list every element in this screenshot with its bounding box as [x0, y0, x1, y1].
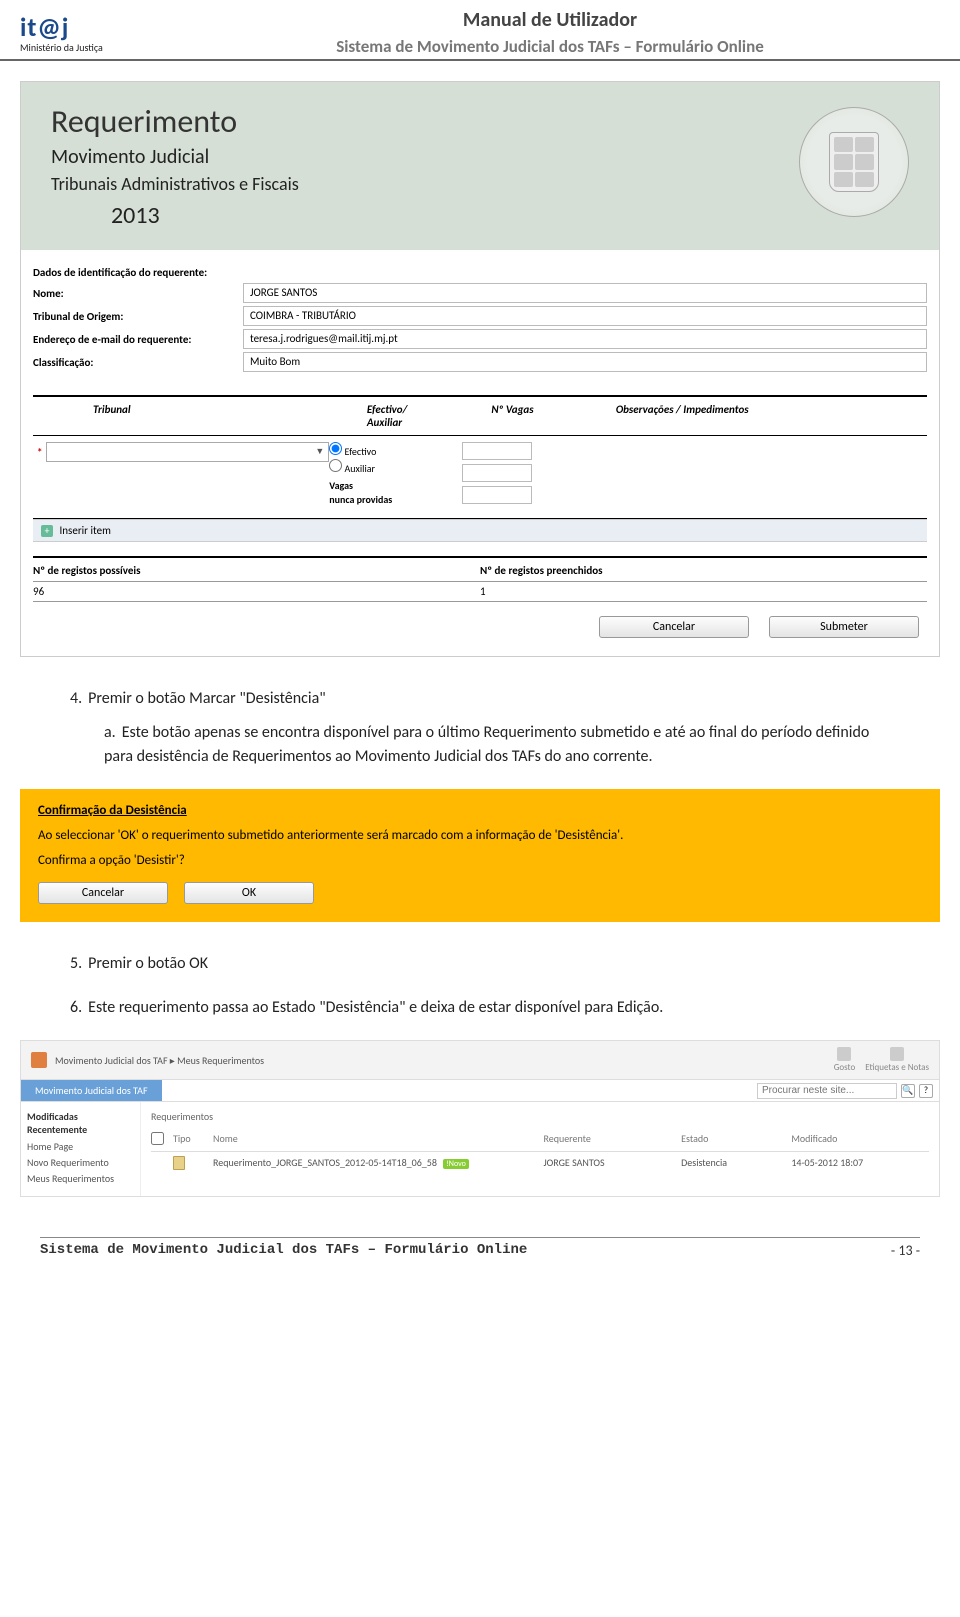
logo-text: it@j — [20, 11, 160, 43]
manual-title: Manual de Utilizador — [160, 8, 940, 32]
tab-movimento[interactable]: Movimento Judicial dos TAF — [21, 1080, 162, 1101]
col-requerente: Requerente — [543, 1132, 681, 1148]
registos-possiveis-label: Nº de registos possíveis — [33, 564, 480, 577]
vagas-nunca-providas-label: Vagasnunca providas — [329, 479, 462, 507]
required-icon: * — [37, 446, 42, 459]
identification-section: Dados de identificação do requerente: No… — [21, 250, 939, 385]
item-requerente: JORGE SANTOS — [543, 1156, 681, 1173]
email-input[interactable]: teresa.j.rodrigues@mail.itij.mj.pt — [243, 329, 927, 349]
seal-icon — [799, 107, 909, 217]
identification-heading: Dados de identificação do requerente: — [33, 266, 927, 279]
sidebar-heading: Modificadas Recentemente — [27, 1110, 134, 1136]
etiquetas-button[interactable]: Etiquetas e Notas — [865, 1047, 929, 1073]
form-year: 2013 — [111, 201, 909, 230]
list-item[interactable]: Requerimento_JORGE_SANTOS_2012-05-14T18_… — [151, 1152, 929, 1177]
counts-section: Nº de registos possíveis 96 Nº de regist… — [33, 556, 927, 602]
nome-label: Nome: — [33, 287, 243, 300]
page-footer: Sistema de Movimento Judicial dos TAFs –… — [40, 1237, 920, 1259]
col-estado: Estado — [681, 1132, 791, 1148]
list-title: Requerimentos — [151, 1110, 929, 1123]
breadcrumb: Movimento Judicial dos TAF ▸ Meus Requer… — [55, 1054, 834, 1067]
help-icon[interactable]: ? — [919, 1084, 933, 1098]
page-number: - 13 - — [891, 1242, 920, 1259]
search-icon[interactable]: 🔍 — [901, 1084, 915, 1098]
header-titles: Manual de Utilizador Sistema de Moviment… — [160, 8, 940, 57]
n-vagas-input-1[interactable] — [462, 442, 532, 460]
n-vagas-input-2[interactable] — [462, 464, 532, 482]
insert-item-label: Inserir item — [60, 524, 111, 537]
step-4: 4.Premir o botão Marcar "Desistência" a.… — [70, 687, 890, 769]
col-observacoes: Observações / Impedimentos — [616, 403, 927, 429]
home-icon[interactable] — [31, 1052, 47, 1068]
radio-efectivo[interactable]: Efectivo — [329, 442, 462, 459]
nome-input[interactable]: JORGE SANTOS — [243, 283, 927, 303]
sidebar-item-home[interactable]: Home Page — [27, 1140, 134, 1153]
form-screenshot: Requerimento Movimento Judicial Tribunai… — [20, 81, 940, 657]
sidebar-item-novo[interactable]: Novo Requerimento — [27, 1156, 134, 1169]
form-subtitle-1: Movimento Judicial — [51, 145, 909, 169]
search-input[interactable] — [757, 1083, 897, 1099]
item-name: Requerimento_JORGE_SANTOS_2012-05-14T18_… — [213, 1156, 437, 1169]
form-subtitle-2: Tribunais Administrativos e Fiscais — [51, 173, 909, 195]
cancelar-button[interactable]: Cancelar — [599, 616, 749, 638]
system-title: Sistema de Movimento Judicial dos TAFs –… — [160, 36, 940, 57]
page-header: it@j Ministério da Justiça Manual de Uti… — [0, 0, 960, 61]
col-tribunal: Tribunal — [33, 403, 367, 429]
sidebar-item-meus[interactable]: Meus Requerimentos — [27, 1172, 134, 1185]
item-modificado: 14-05-2012 18:07 — [791, 1156, 929, 1173]
form-title: Requerimento — [51, 102, 909, 141]
radio-auxiliar[interactable]: Auxiliar — [329, 459, 462, 476]
footer-text: Sistema de Movimento Judicial dos TAFs –… — [40, 1242, 891, 1259]
preferences-table: Tribunal Efectivo/Auxiliar Nº Vagas Obse… — [33, 395, 927, 519]
email-label: Endereço de e-mail do requerente: — [33, 333, 243, 346]
tribunal-select[interactable] — [46, 442, 329, 462]
step-4a-text: Este botão apenas se encontra disponível… — [104, 723, 869, 766]
registos-preenchidos-label: Nº de registos preenchidos — [480, 564, 927, 577]
confirm-text-2: Confirma a opção 'Desistir'? — [38, 853, 922, 868]
registos-preenchidos-value: 1 — [480, 581, 927, 602]
logo-block: it@j Ministério da Justiça — [20, 11, 160, 54]
tribunal-input[interactable]: COIMBRA - TRIBUTÁRIO — [243, 306, 927, 326]
confirm-ok-button[interactable]: OK — [184, 882, 314, 904]
gosto-button[interactable]: Gosto — [834, 1047, 856, 1073]
insert-item-link[interactable]: + Inserir item — [33, 519, 927, 542]
sharepoint-screenshot: Movimento Judicial dos TAF ▸ Meus Requer… — [20, 1040, 940, 1197]
new-badge: !Novo — [443, 1159, 469, 1169]
col-modificado: Modificado — [791, 1132, 929, 1148]
form-banner: Requerimento Movimento Judicial Tribunai… — [21, 82, 939, 250]
confirm-title: Confirmação da Desistência — [38, 803, 922, 818]
step-5-text: Premir o botão OK — [88, 954, 208, 973]
table-row: * Efectivo Auxiliar Vagasnunca providas — [33, 436, 927, 519]
col-nome: Nome — [213, 1132, 543, 1148]
tribunal-label: Tribunal de Origem: — [33, 310, 243, 323]
confirm-text-1: Ao seleccionar 'OK' o requerimento subme… — [38, 828, 922, 843]
classificacao-label: Classificação: — [33, 356, 243, 369]
col-tipo: Tipo — [173, 1132, 213, 1148]
classificacao-input[interactable]: Muito Bom — [243, 352, 927, 372]
document-icon — [173, 1156, 185, 1170]
step-4-text: Premir o botão Marcar "Desistência" — [88, 689, 326, 708]
n-vagas-input-3[interactable] — [462, 486, 532, 504]
plus-icon: + — [41, 525, 53, 537]
submeter-button[interactable]: Submeter — [769, 616, 919, 638]
step-5: 5.Premir o botão OK — [70, 952, 890, 976]
item-estado: Desistencia — [681, 1156, 791, 1173]
logo-subtitle: Ministério da Justiça — [20, 41, 160, 54]
col-efectivo-auxiliar: Efectivo/Auxiliar — [367, 403, 491, 429]
step-6: 6.Este requerimento passa ao Estado "Des… — [70, 996, 890, 1020]
confirm-cancel-button[interactable]: Cancelar — [38, 882, 168, 904]
col-checkbox[interactable] — [151, 1132, 173, 1148]
sidebar: Modificadas Recentemente Home Page Novo … — [21, 1102, 141, 1196]
confirm-dialog: Confirmação da Desistência Ao selecciona… — [20, 789, 940, 922]
col-n-vagas: Nº Vagas — [491, 403, 615, 429]
step-6-text: Este requerimento passa ao Estado "Desis… — [88, 998, 663, 1017]
registos-possiveis-value: 96 — [33, 581, 480, 602]
